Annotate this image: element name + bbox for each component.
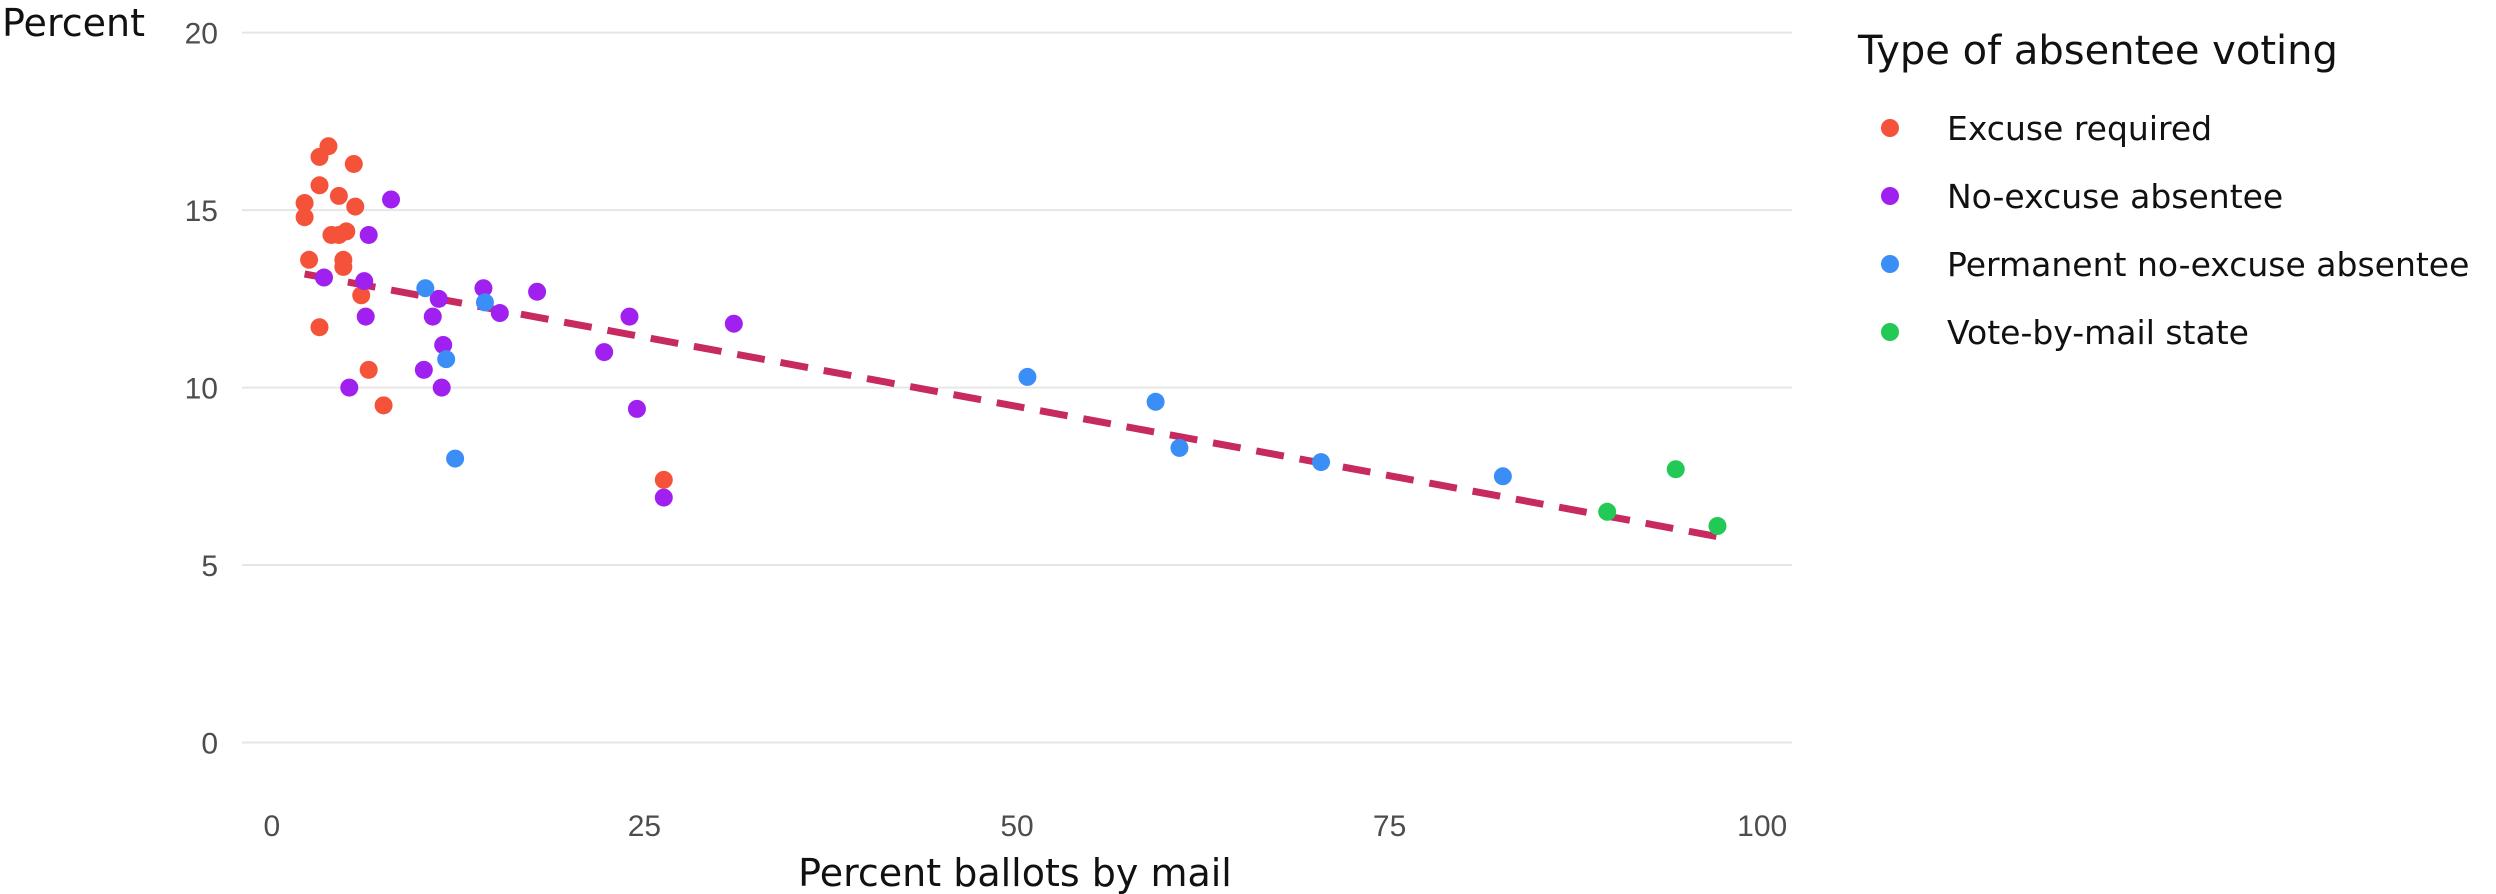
data-point [1018, 367, 1037, 386]
legend-label: Excuse required [1947, 109, 2212, 148]
gridlines [242, 31, 1792, 744]
y-axis-title: Percent [2, 1, 145, 45]
x-tick-label: 50 [1000, 810, 1033, 843]
legend-label: Permanent no-excuse absentee [1947, 245, 2469, 284]
data-point [654, 470, 673, 489]
data-point [437, 350, 456, 369]
data-point [355, 272, 374, 291]
legend-swatch [1881, 255, 1899, 273]
series-vote-by-mail-state [1598, 460, 1727, 535]
data-point [434, 335, 453, 354]
data-point [346, 197, 365, 216]
legend-swatch [1881, 187, 1899, 205]
data-point [446, 449, 465, 468]
data-point [329, 186, 348, 205]
data-point [423, 307, 442, 326]
data-point [337, 222, 356, 241]
y-axis-ticks: 0 5 10 15 20 [185, 18, 218, 761]
data-point [319, 137, 338, 156]
x-axis-ticks: 0 25 50 75 100 [263, 810, 1787, 843]
trend-line [303, 270, 1719, 541]
data-point [620, 307, 639, 326]
data-point [1146, 392, 1165, 411]
data-point [310, 176, 329, 195]
data-points [295, 137, 1727, 535]
x-tick-label: 75 [1373, 810, 1406, 843]
data-point [414, 360, 433, 379]
x-axis-title: Percent ballots by mail [798, 851, 1232, 894]
legend-label: No-excuse absentee [1947, 177, 2283, 216]
data-point [359, 225, 378, 244]
data-point [432, 378, 451, 397]
data-point [382, 190, 401, 209]
data-point [344, 154, 363, 173]
data-point [1708, 517, 1727, 535]
y-tick-label: 5 [201, 550, 218, 583]
y-tick-label: 10 [185, 373, 218, 406]
y-tick-label: 0 [201, 728, 218, 761]
data-point [528, 282, 547, 301]
data-point [374, 396, 393, 415]
data-point [359, 360, 378, 379]
y-tick-label: 15 [185, 195, 218, 228]
data-point [429, 289, 448, 308]
data-point [340, 378, 359, 397]
series-permanent-no-excuse-absentee [416, 279, 1512, 486]
data-point [356, 307, 375, 326]
data-point [724, 314, 743, 333]
legend-label: Vote-by-mail state [1947, 313, 2249, 352]
data-point [490, 304, 509, 323]
data-point [474, 279, 493, 298]
x-tick-label: 25 [628, 810, 661, 843]
data-point [475, 293, 494, 312]
legend-title: Type of absentee voting [1857, 28, 2338, 74]
data-point [334, 257, 353, 276]
data-point [627, 399, 646, 418]
data-point [654, 488, 673, 507]
data-point [310, 318, 329, 337]
data-point [300, 250, 319, 269]
data-point [595, 343, 614, 362]
data-point [1170, 438, 1189, 457]
series-no-excuse-absentee [314, 190, 743, 507]
data-point [1666, 460, 1685, 479]
data-point [295, 194, 314, 213]
x-tick-label: 0 [263, 810, 280, 843]
x-tick-label: 100 [1737, 810, 1787, 843]
legend: Type of absentee voting Excuse required N… [1857, 28, 2469, 352]
data-point [1312, 453, 1331, 472]
data-point [314, 268, 333, 287]
data-point [1493, 467, 1512, 486]
trend-line-group [303, 270, 1719, 541]
data-point [416, 279, 435, 298]
series-excuse-required [295, 137, 673, 489]
data-point [352, 286, 371, 305]
legend-swatch [1881, 323, 1899, 341]
y-tick-label: 20 [185, 18, 218, 51]
data-point [1598, 502, 1617, 521]
legend-swatch [1881, 119, 1899, 137]
data-point [295, 208, 314, 227]
